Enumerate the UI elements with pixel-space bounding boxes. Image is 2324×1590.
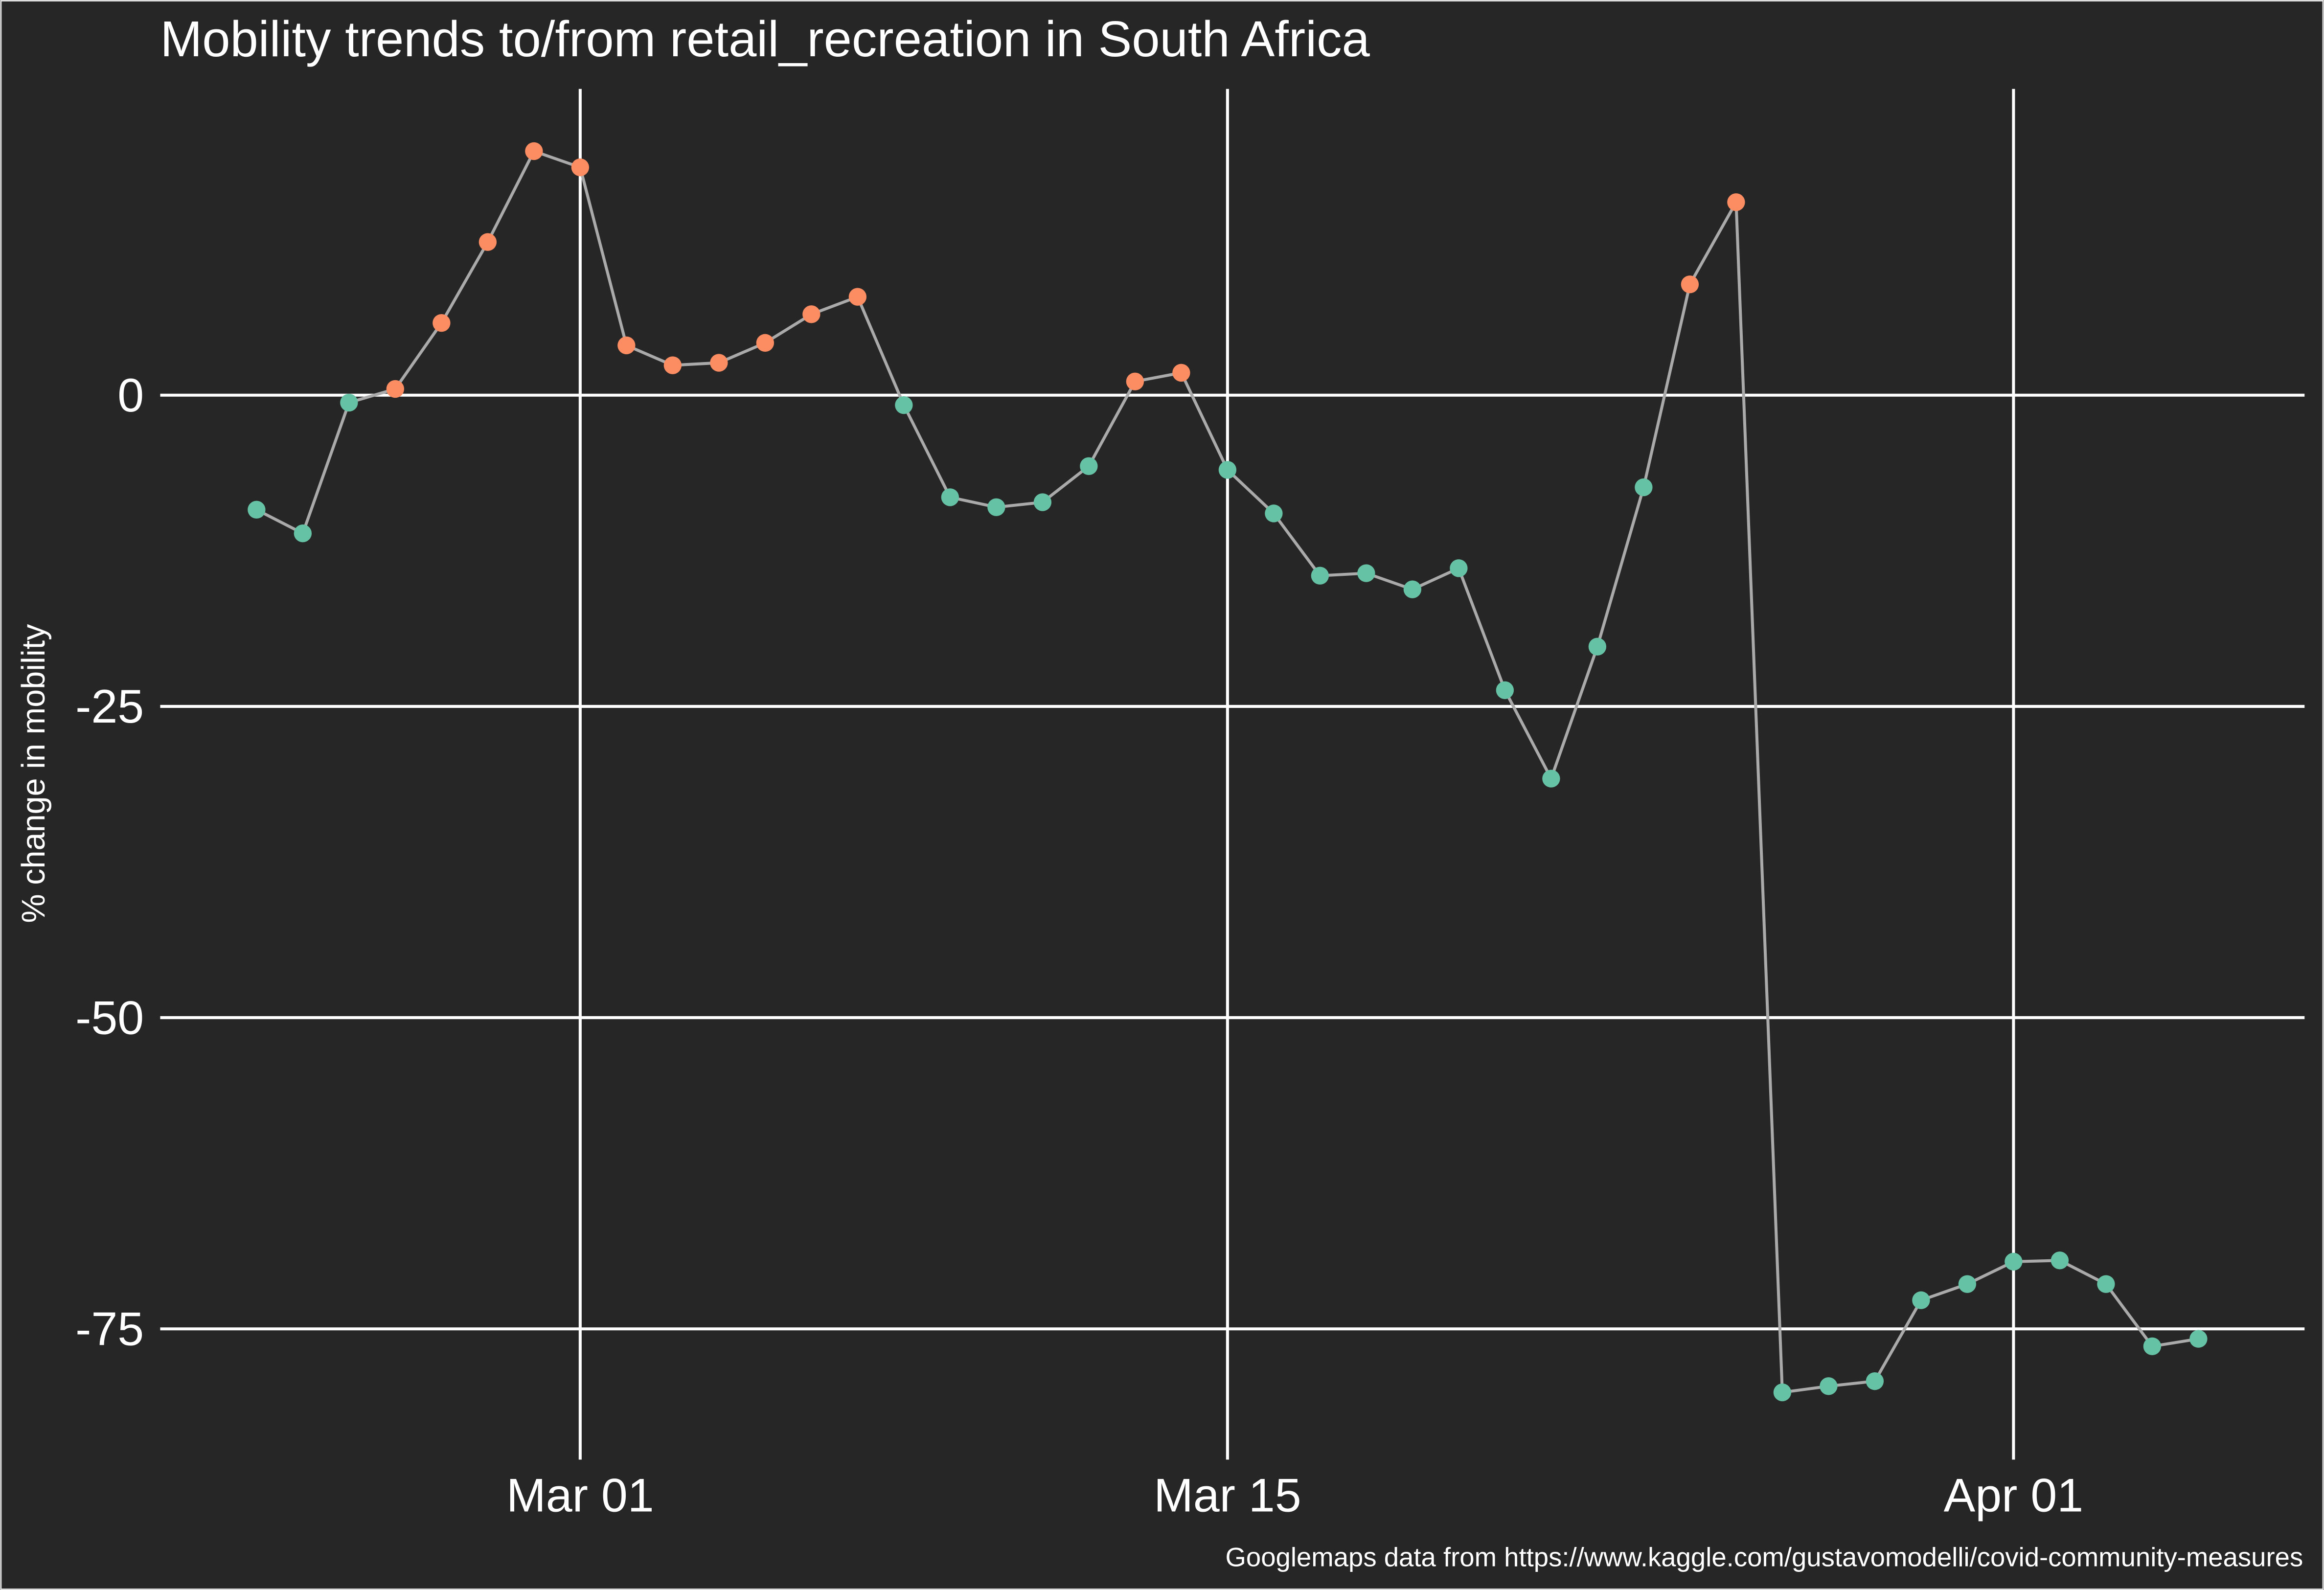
point xyxy=(1357,564,1375,582)
point xyxy=(1866,1372,1884,1390)
point xyxy=(1588,637,1607,656)
point xyxy=(478,233,497,251)
point xyxy=(433,314,451,332)
point xyxy=(1126,372,1144,390)
point xyxy=(987,498,1005,516)
x-tick-label: Mar 01 xyxy=(506,1468,654,1522)
point xyxy=(1218,461,1237,479)
point xyxy=(756,334,775,352)
point xyxy=(941,488,959,506)
point xyxy=(1496,681,1514,700)
y-tick-label: -25 xyxy=(75,680,144,733)
point xyxy=(2097,1275,2115,1293)
point xyxy=(2051,1251,2069,1270)
chart-title: Mobility trends to/from retail_recreatio… xyxy=(160,11,1370,67)
point xyxy=(1681,275,1699,294)
y-tick-label: 0 xyxy=(117,368,144,422)
point xyxy=(1958,1275,1977,1293)
point xyxy=(1820,1377,1838,1395)
point xyxy=(294,524,312,543)
point xyxy=(1912,1291,1930,1309)
x-tick-label: Apr 01 xyxy=(1944,1468,2084,1522)
point xyxy=(1450,559,1468,577)
point xyxy=(1635,478,1653,497)
point xyxy=(571,158,590,177)
point xyxy=(1311,567,1329,585)
point xyxy=(895,396,913,414)
point xyxy=(1080,457,1098,475)
point xyxy=(525,142,543,160)
point xyxy=(340,393,358,412)
point xyxy=(710,354,728,372)
y-tick-label: -50 xyxy=(75,991,144,1044)
point xyxy=(1542,770,1560,788)
point xyxy=(386,380,405,398)
point xyxy=(1033,493,1052,511)
point xyxy=(2189,1330,2208,1348)
y-axis-label: % change in mobility xyxy=(16,624,52,923)
point xyxy=(248,500,266,519)
caption: Googlemaps data from https://www.kaggle.… xyxy=(1225,1543,2303,1572)
point xyxy=(1172,363,1190,382)
point xyxy=(617,336,636,355)
point xyxy=(1265,504,1283,522)
point xyxy=(1403,580,1422,598)
point xyxy=(2143,1337,2162,1356)
point xyxy=(802,305,820,323)
point xyxy=(1727,193,1745,211)
point xyxy=(2005,1252,2023,1271)
point xyxy=(848,288,867,306)
point xyxy=(1773,1383,1792,1402)
x-tick-label: Mar 15 xyxy=(1154,1468,1301,1522)
point xyxy=(663,356,682,374)
y-tick-label: -75 xyxy=(75,1302,144,1356)
